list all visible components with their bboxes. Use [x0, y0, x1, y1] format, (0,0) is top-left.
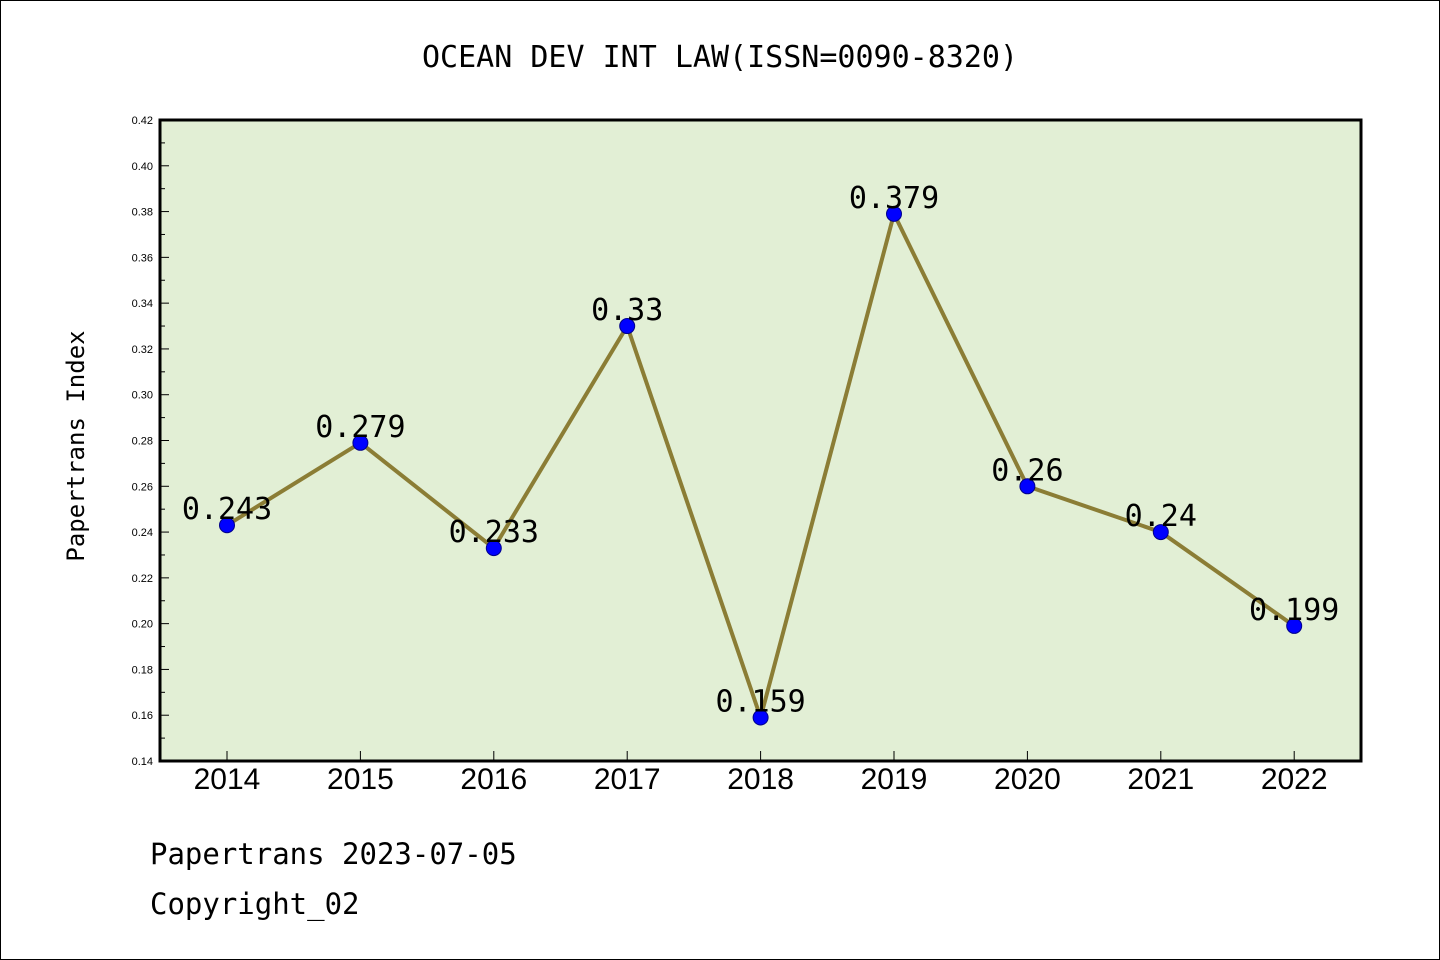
data-point-marker — [352, 434, 369, 451]
data-label: 0.233 — [449, 515, 539, 550]
y-axis: 0.14 0.16 0.18 0.20 0.22 0.24 0.26 0.28 0.30 0.32… — [132, 115, 169, 768]
x-tick-label: 2019 — [861, 763, 928, 796]
data-label-group: 0.243 0.279 0.233 0.33 0.159 0.379 0.26 0.24 0.1… — [182, 181, 1340, 720]
chart-title: OCEAN DEV INT LAW(ISSN=0090-8320) — [422, 40, 1018, 75]
y-tick-label: 0.36 — [132, 252, 153, 264]
data-label: 0.279 — [315, 410, 405, 445]
y-tick-label: 0.20 — [132, 619, 153, 631]
data-point-marker — [1019, 478, 1036, 495]
y-tick-label: 0.18 — [132, 664, 153, 676]
y-tick-label: 0.28 — [132, 436, 153, 448]
data-point-marker — [886, 205, 902, 222]
y-tick-label: 0.24 — [132, 527, 153, 539]
y-axis-label: Papertrans Index — [62, 330, 90, 561]
y-tick-label: 0.34 — [132, 298, 153, 310]
y-tick-label: 0.40 — [132, 161, 153, 173]
x-tick-label: 2022 — [1261, 763, 1328, 796]
data-label: 0.243 — [182, 492, 272, 527]
y-tick-label: 0.22 — [132, 573, 153, 585]
data-label: 0.159 — [715, 685, 805, 720]
x-axis: 2014 2015 2016 2017 2018 2019 2020 2021 2022 — [194, 751, 1328, 796]
y-tick-label: 0.30 — [132, 390, 153, 402]
y-tick-label: 0.26 — [132, 481, 153, 493]
x-tick-label: 2016 — [460, 763, 527, 796]
y-tick-label: 0.38 — [132, 207, 153, 219]
x-tick-label: 2017 — [594, 763, 661, 796]
y-tick-label: 0.14 — [132, 756, 153, 768]
data-point-marker — [1152, 524, 1169, 541]
data-point-marker — [1286, 617, 1303, 634]
data-label: 0.379 — [849, 181, 939, 216]
footer-date: Papertrans 2023-07-05 — [150, 837, 517, 871]
data-point-marker — [619, 318, 636, 335]
x-tick-label: 2015 — [327, 763, 394, 796]
x-tick-label: 2014 — [194, 763, 261, 796]
x-tick-label: 2018 — [727, 763, 794, 796]
data-label: 0.26 — [991, 453, 1063, 488]
data-label: 0.33 — [591, 293, 663, 328]
data-label: 0.24 — [1125, 499, 1197, 534]
y-tick-label: 0.42 — [132, 115, 153, 127]
data-point-marker — [485, 540, 502, 557]
x-tick-label: 2020 — [994, 763, 1061, 796]
footer-copyright: Copyright_02 — [150, 887, 360, 922]
x-tick-label: 2021 — [1127, 763, 1194, 796]
y-tick-label: 0.32 — [132, 344, 153, 356]
data-point-marker — [752, 709, 769, 726]
y-tick-label: 0.16 — [132, 710, 153, 722]
data-label: 0.199 — [1249, 593, 1339, 628]
data-point-marker — [219, 517, 235, 534]
series-line-group — [219, 205, 1303, 726]
